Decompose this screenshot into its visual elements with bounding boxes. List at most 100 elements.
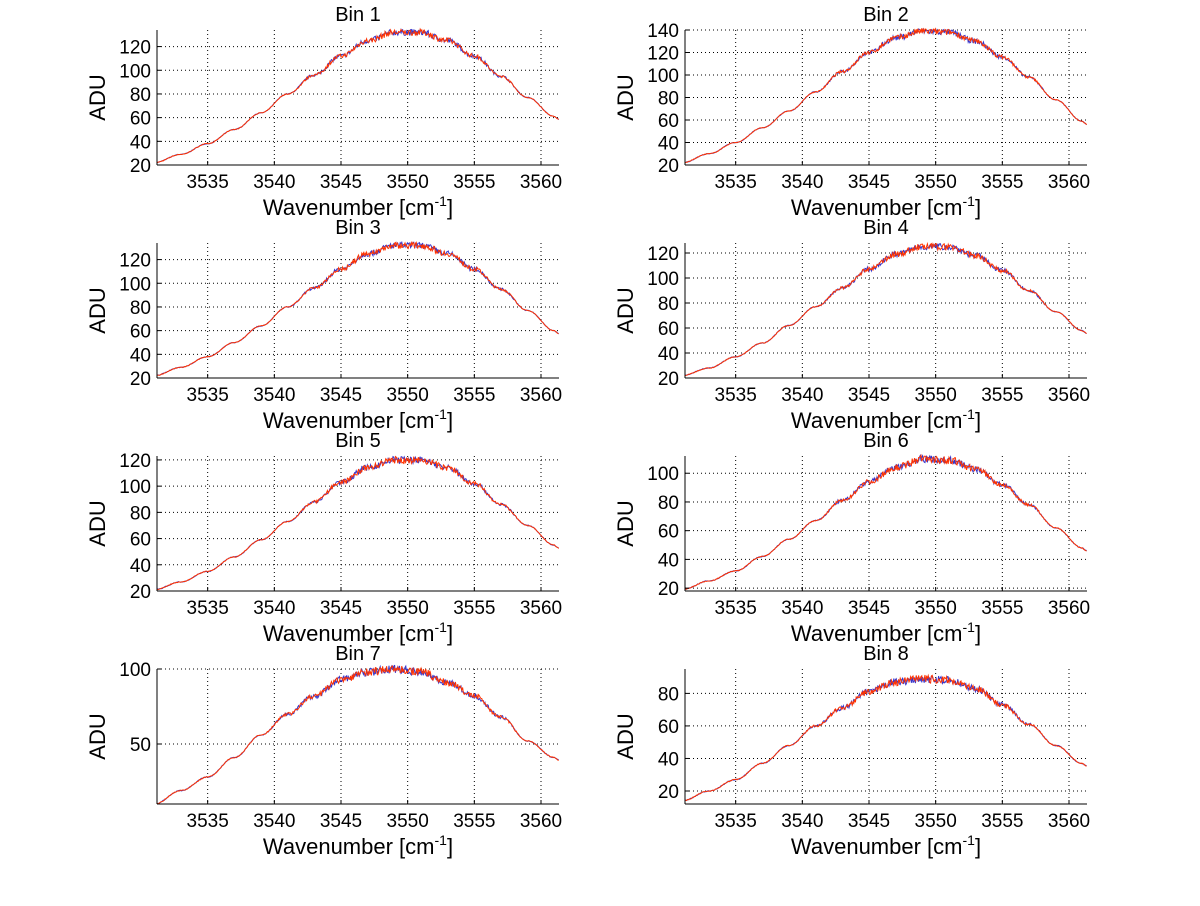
- x-axis-label-text: Wavenumber [cm: [791, 195, 963, 220]
- x-axis-label-end: ]: [975, 195, 981, 220]
- x-tick-label: 3560: [1048, 172, 1090, 193]
- y-tick-label: 20: [130, 156, 151, 177]
- x-tick-label: 3540: [781, 811, 823, 832]
- y-tick-label: 100: [647, 269, 679, 290]
- y-axis-label: ADU: [85, 74, 110, 120]
- x-tick-label: 3540: [253, 811, 295, 832]
- x-tick-label: 3555: [981, 385, 1023, 406]
- y-tick-label: 80: [658, 493, 679, 514]
- x-tick-label: 3560: [1048, 385, 1090, 406]
- y-tick-label: 120: [119, 251, 151, 272]
- x-tick-label: 3545: [320, 172, 362, 193]
- x-tick-label: 3535: [187, 811, 229, 832]
- y-tick-label: 100: [647, 464, 679, 485]
- subplot-title: Bin 6: [863, 430, 909, 452]
- x-tick-label: 3560: [520, 172, 562, 193]
- x-axis-label-end: ]: [447, 621, 453, 646]
- series-line-a: [156, 240, 559, 376]
- series-line-a: [156, 664, 559, 805]
- x-tick-label: 3555: [981, 598, 1023, 619]
- x-axis-label-end: ]: [447, 834, 453, 859]
- x-axis-label: Wavenumber [cm-1]: [263, 619, 453, 646]
- y-tick-label: 60: [130, 109, 151, 130]
- x-axis-label-text: Wavenumber [cm: [791, 834, 963, 859]
- x-tick-label: 3535: [715, 811, 757, 832]
- series-line-a: [684, 453, 1087, 591]
- x-tick-label: 3550: [915, 598, 957, 619]
- y-tick-label: 100: [647, 66, 679, 87]
- y-tick-label: 40: [658, 344, 679, 365]
- x-tick-label: 3560: [520, 598, 562, 619]
- y-tick-label: 20: [658, 156, 679, 177]
- x-axis-label: Wavenumber [cm-1]: [791, 406, 981, 433]
- y-tick-label: 20: [658, 579, 679, 600]
- y-tick-label: 20: [130, 582, 151, 603]
- x-tick-label: 3540: [781, 385, 823, 406]
- y-tick-label: 80: [658, 684, 679, 705]
- x-tick-label: 3535: [187, 598, 229, 619]
- series-line-b: [157, 240, 559, 376]
- x-tick-label: 3535: [715, 172, 757, 193]
- series-line-b: [684, 241, 1087, 377]
- series-line-b: [156, 27, 559, 164]
- y-tick-label: 60: [130, 322, 151, 343]
- subplot-title: Bin 2: [863, 4, 909, 26]
- x-tick-label: 3550: [915, 172, 957, 193]
- x-tick-label: 3545: [320, 598, 362, 619]
- x-tick-label: 3540: [253, 385, 295, 406]
- x-axis-label-end: ]: [447, 195, 453, 220]
- x-axis-label-superscript: -1: [435, 832, 448, 848]
- y-tick-label: 100: [119, 660, 151, 681]
- y-tick-label: 80: [130, 298, 151, 319]
- x-tick-label: 3545: [320, 385, 362, 406]
- x-tick-label: 3540: [781, 598, 823, 619]
- y-axis-label: ADU: [85, 500, 110, 546]
- x-tick-label: 3560: [1048, 811, 1090, 832]
- y-axis-label: ADU: [613, 287, 638, 333]
- x-tick-label: 3555: [453, 811, 495, 832]
- y-tick-label: 120: [647, 44, 679, 65]
- series-line-a: [156, 27, 560, 164]
- y-tick-label: 40: [658, 749, 679, 770]
- series-line-b: [684, 27, 1088, 164]
- x-axis-label-superscript: -1: [963, 193, 976, 209]
- subplot-title: Bin 8: [863, 643, 909, 665]
- y-axis-label: ADU: [613, 500, 638, 546]
- y-tick-label: 140: [647, 21, 679, 42]
- x-tick-label: 3550: [387, 811, 429, 832]
- subplot-title: Bin 1: [335, 4, 381, 26]
- x-tick-label: 3535: [187, 172, 229, 193]
- x-axis-label-superscript: -1: [963, 619, 976, 635]
- x-tick-label: 3540: [781, 172, 823, 193]
- x-axis-label-text: Wavenumber [cm: [263, 195, 435, 220]
- y-tick-label: 20: [130, 369, 151, 390]
- x-tick-label: 3560: [520, 811, 562, 832]
- series-line-a: [684, 675, 1087, 801]
- series-line-a: [684, 242, 1087, 376]
- x-tick-label: 3555: [981, 811, 1023, 832]
- x-tick-label: 3540: [253, 172, 295, 193]
- x-tick-label: 3535: [715, 385, 757, 406]
- y-tick-label: 60: [130, 530, 151, 551]
- subplot-6: 3535 3540 3545 3550 3555 3560 20 40 60 80 100 Bin 6…: [613, 430, 1090, 646]
- y-tick-label: 120: [119, 451, 151, 472]
- subplot-8: 3535 3540 3545 3550 3555 3560 20 40 60 80 Bin 8 ADU…: [613, 643, 1090, 859]
- subplot-5: 3535 3540 3545 3550 3555 3560 20 40 60 80 100 120 Bi…: [85, 430, 562, 646]
- subplot-title: Bin 7: [335, 643, 381, 665]
- x-axis-label-superscript: -1: [435, 193, 448, 209]
- x-axis-label-end: ]: [447, 408, 453, 433]
- y-tick-label: 80: [658, 294, 679, 315]
- x-tick-label: 3555: [981, 172, 1023, 193]
- y-tick-label: 80: [658, 89, 679, 110]
- y-tick-label: 40: [658, 134, 679, 155]
- x-axis-label-superscript: -1: [963, 406, 976, 422]
- subplot-4: 3535 3540 3545 3550 3555 3560 20 40 60 80 100 120 Bi…: [613, 217, 1090, 433]
- x-tick-label: 3535: [187, 385, 229, 406]
- y-tick-label: 60: [658, 319, 679, 340]
- y-tick-label: 40: [130, 345, 151, 366]
- series-line-b: [156, 665, 559, 805]
- x-tick-label: 3555: [453, 385, 495, 406]
- y-tick-label: 60: [658, 717, 679, 738]
